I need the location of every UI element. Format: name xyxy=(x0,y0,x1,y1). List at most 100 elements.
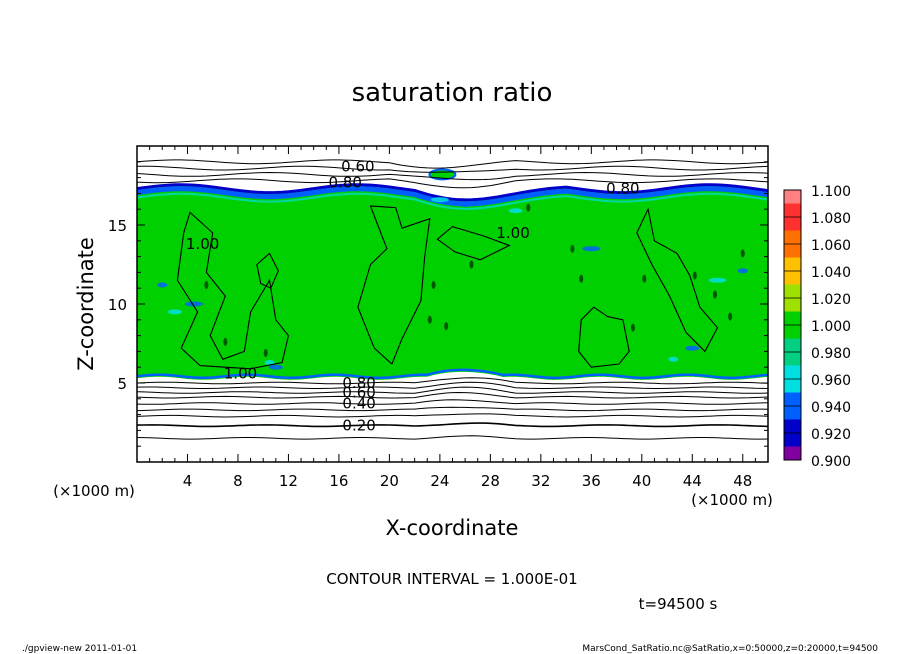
top-edge-deep xyxy=(136,183,769,202)
colorbar-swatch xyxy=(784,298,801,312)
bottom-edge-blue xyxy=(136,368,769,380)
x-tick-label: 32 xyxy=(531,472,550,490)
contour-label: 0.80 xyxy=(329,173,362,191)
x-tick-label: 40 xyxy=(632,472,651,490)
contour-label: 0.80 xyxy=(342,374,375,392)
colorbar-swatch xyxy=(784,244,801,258)
contour-speck xyxy=(427,315,432,324)
contour-label: 0.60 xyxy=(342,383,375,401)
colorbar-label: 0.960 xyxy=(811,373,851,389)
contour-speck xyxy=(223,337,228,346)
contour-speck xyxy=(570,244,575,253)
contour-speck xyxy=(740,249,745,258)
colorbar-swatch xyxy=(784,446,801,460)
colorbar-swatch xyxy=(784,325,801,339)
x-tick-label: 20 xyxy=(380,472,399,490)
y-tick-label: 15 xyxy=(108,217,127,235)
contour-speck xyxy=(204,281,209,290)
colorbar-swatch xyxy=(784,217,801,231)
contour-speck xyxy=(630,323,635,332)
contour-label: 1.00 xyxy=(496,224,529,242)
x-tick-label: 12 xyxy=(279,472,298,490)
y-axis-ticks: 5 10 15 xyxy=(108,161,768,447)
contour-label: 0.60 xyxy=(341,158,374,176)
contour-speck xyxy=(431,281,436,290)
colorbar-label: 1.100 xyxy=(811,184,851,200)
x-tick-label: 36 xyxy=(582,472,601,490)
contour-line-below xyxy=(136,381,769,389)
field-patch xyxy=(430,197,449,203)
x-tick-label: 28 xyxy=(481,472,500,490)
x-tick-label: 16 xyxy=(329,472,348,490)
saturation-field xyxy=(136,168,769,380)
y-axis-label: Z-coordinate xyxy=(74,237,98,371)
colorbar-swatch xyxy=(784,203,801,217)
field-patch xyxy=(157,282,168,288)
z-unit-label: (×1000 m) xyxy=(53,482,135,500)
y-tick-label: 10 xyxy=(108,296,127,314)
x-tick-label: 48 xyxy=(733,472,752,490)
x-axis-ticks: 4 8 12 16 20 24 28 32 36 40 44 48 xyxy=(149,146,756,490)
colorbar-swatch xyxy=(784,311,801,325)
contour-line-1.00 xyxy=(357,205,431,365)
contour-line-above xyxy=(136,171,769,181)
contour-labels: 0.600.80 0.801.001.001.000.800.600.400.20 xyxy=(186,158,640,435)
colorbar-swatch xyxy=(784,406,801,420)
colorbar-swatch xyxy=(784,338,801,352)
footer-right: MarsCond_SatRatio.nc@SatRatio,x=0:50000,… xyxy=(582,644,878,654)
contour-label: 0.20 xyxy=(342,417,375,435)
colorbar-swatch xyxy=(784,271,801,285)
colorbar-swatch xyxy=(784,379,801,393)
colorbar-label: 1.040 xyxy=(811,265,851,281)
x-tick-label: 24 xyxy=(430,472,449,490)
y-tick-label: 5 xyxy=(117,375,127,393)
colorbar-swatch xyxy=(784,365,801,379)
colorbar-label: 0.940 xyxy=(811,400,851,416)
colorbar-label: 0.980 xyxy=(811,346,851,362)
x-tick-label: 8 xyxy=(233,472,243,490)
contour-line-below xyxy=(136,399,769,405)
upper-cloud-edge xyxy=(428,168,457,181)
colorbar-swatch xyxy=(784,352,801,366)
field-patch xyxy=(582,246,601,252)
saturated-layer xyxy=(137,184,768,380)
field-patch xyxy=(668,356,679,362)
colorbar-swatch xyxy=(784,284,801,298)
colorbar-label: 1.020 xyxy=(811,292,851,308)
contour-line-below xyxy=(136,406,769,412)
contour-line-above xyxy=(136,165,769,173)
colorbar-label: 0.920 xyxy=(811,427,851,443)
colorbar-label: 1.000 xyxy=(811,319,851,335)
field-patch xyxy=(184,301,203,307)
contour-line-1.00 xyxy=(176,211,289,370)
contour-line-1.00 xyxy=(636,207,719,353)
x-unit-label: (×1000 m) xyxy=(691,491,773,509)
field-patch xyxy=(268,364,283,370)
colorbar-swatch xyxy=(784,392,801,406)
x-tick-label: 44 xyxy=(683,472,702,490)
contour-speck xyxy=(692,271,697,280)
contour-speck xyxy=(444,322,449,331)
contour-speck xyxy=(579,274,584,283)
contour-label: 1.00 xyxy=(186,235,219,253)
field-patch xyxy=(708,277,727,283)
contour-line-above xyxy=(136,178,769,189)
contour-line-above xyxy=(136,159,769,169)
field-patch xyxy=(460,201,471,207)
contour-label: 1.00 xyxy=(224,365,257,383)
contour-line-below xyxy=(136,386,769,394)
footer-left: ./gpview-new 2011-01-01 xyxy=(22,644,137,654)
colorbar-swatch xyxy=(784,190,801,204)
colorbar-swatch xyxy=(784,257,801,271)
contour-speck xyxy=(712,290,717,299)
colorbar-label: 0.900 xyxy=(811,454,851,470)
field-patch xyxy=(508,208,523,214)
colorbar-swatch xyxy=(784,433,801,447)
chart-title: saturation ratio xyxy=(352,78,553,108)
contour-lines xyxy=(136,159,769,440)
contour-line-1.00 xyxy=(578,306,630,368)
field-patch xyxy=(685,345,700,351)
contour-line-below xyxy=(136,422,769,428)
contour-speck xyxy=(642,274,647,283)
